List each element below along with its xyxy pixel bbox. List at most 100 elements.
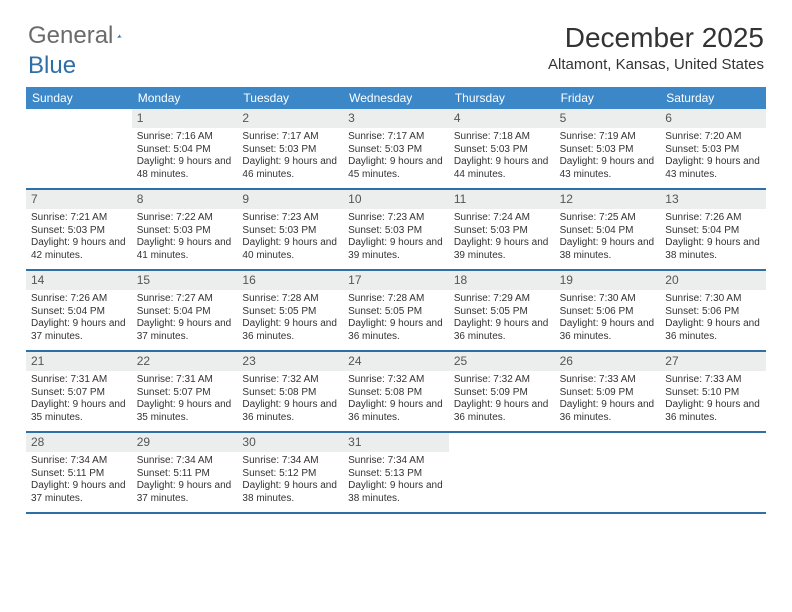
sunset-text: Sunset: 5:13 PM (348, 468, 444, 481)
calendar-week: 21Sunrise: 7:31 AMSunset: 5:07 PMDayligh… (26, 352, 766, 433)
sunrise-text: Sunrise: 7:34 AM (137, 455, 233, 468)
day-number: 6 (660, 109, 766, 128)
sunrise-text: Sunrise: 7:29 AM (454, 293, 550, 306)
calendar-day: 28Sunrise: 7:34 AMSunset: 5:11 PMDayligh… (26, 433, 132, 512)
daylight-text: Daylight: 9 hours and 36 minutes. (560, 399, 656, 424)
calendar-day: 20Sunrise: 7:30 AMSunset: 5:06 PMDayligh… (660, 271, 766, 350)
sunrise-text: Sunrise: 7:33 AM (665, 374, 761, 387)
calendar-day: 29 Sunrise: 7:34 AMSunset: 5:11 PMDayligh… (132, 433, 238, 512)
calendar-day: 18Sunrise: 7:29 AMSunset: 5:05 PMDayligh… (449, 271, 555, 350)
calendar-empty (449, 433, 555, 512)
day-number: 28 (26, 433, 132, 452)
sunrise-text: Sunrise: 7:28 AM (242, 293, 338, 306)
logo-text-1: General (28, 22, 113, 50)
sunset-text: Sunset: 5:11 PM (31, 468, 127, 481)
sunrise-text: Sunrise: 7:18 AM (454, 131, 550, 144)
calendar-day: 24Sunrise: 7:32 AMSunset: 5:08 PMDayligh… (343, 352, 449, 431)
day-number: 19 (555, 271, 661, 290)
day-number: 23 (237, 352, 343, 371)
calendar-day: 9Sunrise: 7:23 AMSunset: 5:03 PMDaylight… (237, 190, 343, 269)
calendar-day: 16Sunrise: 7:28 AMSunset: 5:05 PMDayligh… (237, 271, 343, 350)
sunrise-text: Sunrise: 7:32 AM (348, 374, 444, 387)
sunrise-text: Sunrise: 7:23 AM (242, 212, 338, 225)
calendar-day: 13Sunrise: 7:26 AMSunset: 5:04 PMDayligh… (660, 190, 766, 269)
daylight-text: Daylight: 9 hours and 45 minutes. (348, 156, 444, 181)
sunrise-text: Sunrise: 7:26 AM (31, 293, 127, 306)
calendar-day: 14Sunrise: 7:26 AMSunset: 5:04 PMDayligh… (26, 271, 132, 350)
day-header: Saturday (660, 87, 766, 109)
sunrise-text: Sunrise: 7:31 AM (31, 374, 127, 387)
sunrise-text: Sunrise: 7:31 AM (137, 374, 233, 387)
calendar-empty (555, 433, 661, 512)
sunrise-text: Sunrise: 7:28 AM (348, 293, 444, 306)
calendar-day: 23Sunrise: 7:32 AMSunset: 5:08 PMDayligh… (237, 352, 343, 431)
daylight-text: Daylight: 9 hours and 37 minutes. (137, 480, 233, 505)
daylight-text: Daylight: 9 hours and 38 minutes. (242, 480, 338, 505)
calendar-week: 1Sunrise: 7:16 AMSunset: 5:04 PMDaylight… (26, 109, 766, 190)
calendar-day: 31Sunrise: 7:34 AMSunset: 5:13 PMDayligh… (343, 433, 449, 512)
calendar-day: 26Sunrise: 7:33 AMSunset: 5:09 PMDayligh… (555, 352, 661, 431)
location: Altamont, Kansas, United States (548, 56, 764, 73)
sunset-text: Sunset: 5:09 PM (454, 387, 550, 400)
sunset-text: Sunset: 5:04 PM (665, 225, 761, 238)
sunrise-text: Sunrise: 7:22 AM (137, 212, 233, 225)
day-number: 18 (449, 271, 555, 290)
day-number: 30 (237, 433, 343, 452)
daylight-text: Daylight: 9 hours and 38 minutes. (560, 237, 656, 262)
sunrise-text: Sunrise: 7:34 AM (242, 455, 338, 468)
calendar-week: 7Sunrise: 7:21 AMSunset: 5:03 PMDaylight… (26, 190, 766, 271)
daylight-text: Daylight: 9 hours and 37 minutes. (31, 318, 127, 343)
header: General December 2025 Altamont, Kansas, … (0, 0, 792, 81)
calendar-day: 15Sunrise: 7:27 AMSunset: 5:04 PMDayligh… (132, 271, 238, 350)
calendar-week: 14 Sunrise: 7:26 AM Sunset: 5:04 PM Dayligh… (26, 271, 766, 352)
daylight-text: Daylight: 9 hours and 36 minutes. (348, 318, 444, 343)
sunset-text: Sunset: 5:10 PM (665, 387, 761, 400)
logo-line2: Blue (28, 52, 76, 80)
calendar-day: 5Sunrise: 7:19 AMSunset: 5:03 PMDaylight… (555, 109, 661, 188)
day-number: 21 (26, 352, 132, 371)
day-number: 25 (449, 352, 555, 371)
calendar-week: 28Sunrise: 7:34 AMSunset: 5:11 PMDayligh… (26, 433, 766, 514)
sunrise-text: Sunrise: 7:21 AM (31, 212, 127, 225)
day-number: 11 (449, 190, 555, 209)
day-number: 8 (132, 190, 238, 209)
day-number: 14 (26, 271, 132, 290)
day-header: Sunday (26, 87, 132, 109)
daylight-text: Daylight: 9 hours and 42 minutes. (31, 237, 127, 262)
calendar-day: 17Sunrise: 7:28 AMSunset: 5:05 PMDayligh… (343, 271, 449, 350)
sunset-text: Sunset: 5:07 PM (137, 387, 233, 400)
sunset-text: Sunset: 5:03 PM (31, 225, 127, 238)
month-title: December 2025 (548, 22, 764, 54)
sunset-text: Sunset: 5:03 PM (242, 144, 338, 157)
sunset-text: Sunset: 5:03 PM (242, 225, 338, 238)
day-number: 2 (237, 109, 343, 128)
day-number: 10 (343, 190, 449, 209)
day-number: 5 (555, 109, 661, 128)
day-number: 22 (132, 352, 238, 371)
sunset-text: Sunset: 5:08 PM (242, 387, 338, 400)
sunrise-text: Sunrise: 7:19 AM (560, 131, 656, 144)
sunset-text: Sunset: 5:03 PM (137, 225, 233, 238)
calendar-day: 10Sunrise: 7:23 AMSunset: 5:03 PMDayligh… (343, 190, 449, 269)
day-number: 29 (132, 433, 238, 452)
daylight-text: Daylight: 9 hours and 41 minutes. (137, 237, 233, 262)
sunset-text: Sunset: 5:03 PM (454, 144, 550, 157)
daylight-text: Daylight: 9 hours and 46 minutes. (242, 156, 338, 181)
sunrise-text: Sunrise: 7:32 AM (454, 374, 550, 387)
daylight-text: Daylight: 9 hours and 36 minutes. (242, 318, 338, 343)
calendar-day: 11Sunrise: 7:24 AMSunset: 5:03 PMDayligh… (449, 190, 555, 269)
sunset-text: Sunset: 5:03 PM (665, 144, 761, 157)
day-number: 12 (555, 190, 661, 209)
day-number: 20 (660, 271, 766, 290)
sunset-text: Sunset: 5:09 PM (560, 387, 656, 400)
sunset-text: Sunset: 5:04 PM (137, 306, 233, 319)
sunrise-text: Sunrise: 7:30 AM (560, 293, 656, 306)
day-number: 31 (343, 433, 449, 452)
sunrise-text: Sunrise: 7:33 AM (560, 374, 656, 387)
sunset-text: Sunset: 5:11 PM (137, 468, 233, 481)
day-number: 13 (660, 190, 766, 209)
calendar-day: 1Sunrise: 7:16 AMSunset: 5:04 PMDaylight… (132, 109, 238, 188)
day-number: 4 (449, 109, 555, 128)
calendar-day: 12Sunrise: 7:25 AMSunset: 5:04 PMDayligh… (555, 190, 661, 269)
calendar: SundayMondayTuesdayWednesdayThursdayFrid… (26, 87, 766, 514)
